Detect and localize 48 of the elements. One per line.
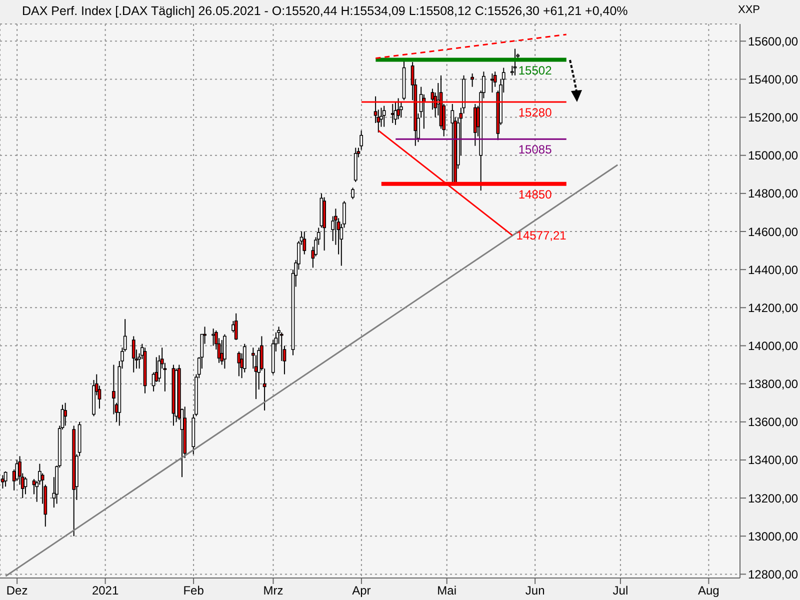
y-tick-label: 14400,00 — [748, 262, 798, 277]
annotation: 15085 — [518, 142, 552, 157]
candlestick — [251, 347, 255, 370]
y-tick-label: 13000,00 — [748, 529, 798, 544]
annotation: 15280 — [518, 106, 552, 120]
y-axis-title: XXP — [738, 4, 760, 16]
x-tick-label: Dez — [6, 584, 28, 598]
candlestick — [64, 402, 67, 426]
x-tick-label: Jul — [612, 584, 628, 598]
candlestick — [360, 130, 363, 150]
y-tick-label: 14800,00 — [748, 186, 798, 201]
y-tick-label: 14000,00 — [748, 339, 798, 353]
candlestick — [4, 470, 8, 488]
candlestick — [223, 334, 226, 370]
y-tick-label: 13600,00 — [748, 415, 798, 430]
x-tick-label: Feb — [183, 584, 204, 598]
y-tick-label: 13800,00 — [748, 377, 798, 392]
candlestick — [234, 312, 238, 341]
y-tick-label: 13400,00 — [748, 453, 798, 468]
x-tick-label: Jun — [525, 584, 545, 598]
x-tick-label: Mrz — [263, 584, 284, 598]
annotation: 15502 — [518, 63, 552, 78]
candlestick — [390, 103, 394, 124]
y-tick-label: 15400,00 — [748, 72, 798, 86]
candlestick — [24, 476, 28, 495]
y-tick-label: 14600,00 — [748, 224, 798, 239]
chart-title: DAX Perf. Index [.DAX Täglich] 26.05.2021 - O:15520,44 H:15534,09 L:15508,12 C:15526,30 +61,21 +0,40% — [22, 4, 628, 18]
candlestick — [470, 73, 474, 88]
y-tick-label: 12800,00 — [748, 567, 798, 582]
y-tick-label: 13200,00 — [748, 491, 798, 506]
candlestick — [112, 364, 116, 415]
x-tick-label: Aug — [698, 584, 720, 598]
x-tick-label: Apr — [352, 584, 371, 598]
y-tick-label: 15600,00 — [748, 34, 798, 48]
y-tick-label: 15200,00 — [748, 110, 798, 125]
candlestick — [302, 231, 306, 255]
candlestick — [450, 103, 454, 184]
candlestick — [399, 102, 403, 118]
candlestick — [132, 336, 136, 373]
annotation: 14850 — [518, 187, 552, 202]
y-tick-label: 15000,00 — [748, 148, 798, 163]
x-tick-label: 2021 — [92, 584, 119, 598]
annotation: 14577,21 — [516, 228, 567, 243]
y-tick-label: 14200,00 — [748, 300, 798, 315]
candlestick — [351, 187, 354, 200]
candlestick — [1, 474, 4, 490]
x-tick-label: Mai — [437, 584, 457, 598]
candlestick — [382, 105, 386, 128]
